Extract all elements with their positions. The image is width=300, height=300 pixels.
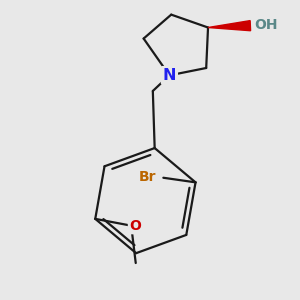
Text: Br: Br (139, 170, 157, 184)
Text: OH: OH (254, 18, 278, 32)
Text: N: N (163, 68, 176, 83)
Text: O: O (129, 219, 141, 233)
Polygon shape (208, 21, 250, 31)
